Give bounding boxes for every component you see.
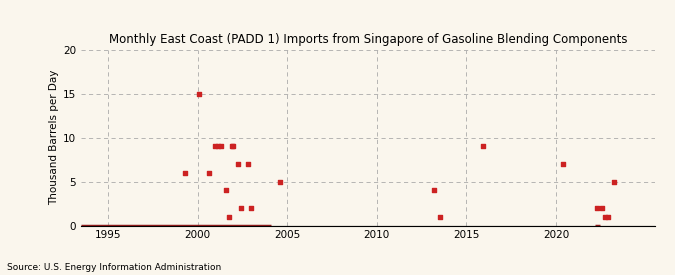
Point	[223, 214, 234, 219]
Point	[213, 144, 223, 148]
Point	[246, 206, 256, 210]
Point	[477, 144, 488, 148]
Point	[242, 162, 253, 166]
Point	[235, 206, 246, 210]
Point	[599, 214, 610, 219]
Point	[275, 179, 286, 184]
Point	[215, 144, 226, 148]
Point	[221, 188, 232, 192]
Text: Source: U.S. Energy Information Administration: Source: U.S. Energy Information Administ…	[7, 263, 221, 272]
Point	[194, 91, 205, 96]
Point	[429, 188, 439, 192]
Point	[597, 206, 608, 210]
Y-axis label: Thousand Barrels per Day: Thousand Barrels per Day	[49, 70, 59, 205]
Point	[558, 162, 569, 166]
Point	[608, 179, 619, 184]
Point	[232, 162, 243, 166]
Title: Monthly East Coast (PADD 1) Imports from Singapore of Gasoline Blending Componen: Monthly East Coast (PADD 1) Imports from…	[109, 32, 627, 46]
Point	[226, 144, 237, 148]
Point	[204, 170, 215, 175]
Point	[180, 170, 190, 175]
Point	[210, 144, 221, 148]
Point	[603, 214, 614, 219]
Point	[592, 206, 603, 210]
Point	[434, 214, 445, 219]
Point	[228, 144, 239, 148]
